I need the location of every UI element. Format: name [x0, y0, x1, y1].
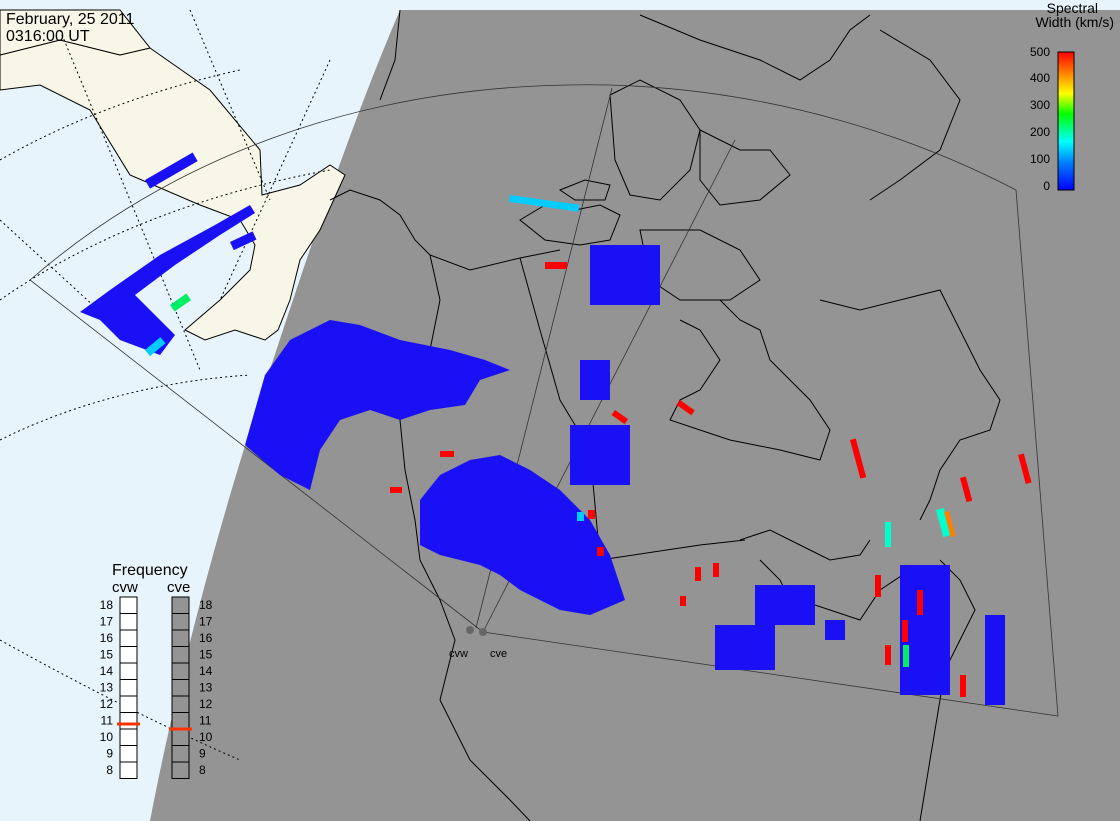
frequency-cell: [119, 745, 138, 763]
frequency-tick-label: 14: [100, 664, 114, 678]
scatter-near-range: [420, 455, 625, 615]
colorbar-title-line2: Width (km/s): [1035, 14, 1114, 30]
frequency-tick-label: 12: [199, 697, 213, 711]
frequency-cell: [119, 728, 138, 746]
frequency-tick-label: 13: [199, 681, 213, 695]
colorbar-tick: 400: [1030, 71, 1050, 85]
scatter-cvw-north: [80, 152, 257, 355]
date-label: February, 25 2011: [6, 11, 134, 28]
frequency-tick-label: 16: [199, 631, 213, 645]
frequency-cell: [119, 695, 138, 713]
sunlit-land-top: [0, 9, 151, 56]
frequency-tick-label: 13: [100, 681, 114, 695]
frequency-cell: [119, 596, 138, 614]
frequency-cell: [119, 712, 138, 730]
frequency-cell: [119, 629, 138, 647]
frequency-tick-label: 9: [199, 747, 206, 761]
colorbar-tick: 0: [1043, 179, 1050, 193]
frequency-cell: [171, 761, 190, 779]
time-label: 0316:00 UT: [6, 28, 90, 45]
scatter-cve-east: [570, 245, 1005, 705]
frequency-tick-label: 18: [199, 598, 213, 612]
night-region: [150, 10, 1120, 821]
frequency-cell: [171, 712, 190, 730]
frequency-scale-cvw: 18 17 16 15 14 13 12 11 10 9 8: [100, 596, 140, 779]
frequency-tick-label: 17: [100, 615, 114, 629]
frequency-cell: [171, 679, 190, 697]
colorbar-tick: 500: [1030, 45, 1050, 59]
frequency-tick-label: 14: [199, 664, 213, 678]
frequency-tick-label: 17: [199, 615, 213, 629]
frequency-tick-label: 15: [199, 648, 213, 662]
frequency-tick-label: 10: [199, 730, 213, 744]
frequency-tick-label: 16: [100, 631, 114, 645]
coastlines: [329, 9, 1001, 821]
frequency-cell: [119, 613, 138, 631]
frequency-cell: [171, 728, 190, 746]
frequency-cell: [171, 695, 190, 713]
colorbar: Spectral Width (km/s) 500 400 300 200 10…: [1030, 0, 1114, 193]
frequency-tick-label: 11: [199, 714, 212, 728]
frequency-panel: Frequency cvw cve 18 17 16 15 14 13 12 11 10 9 8 1…: [100, 562, 213, 779]
frequency-cell: [171, 662, 190, 680]
frequency-tick-label: 12: [100, 697, 114, 711]
frequency-tick-label: 10: [100, 730, 114, 744]
frequency-tick-label: 8: [106, 763, 113, 777]
frequency-title: Frequency: [112, 562, 188, 579]
scatter-high-width: [145, 195, 1032, 697]
colorbar-tick: 300: [1030, 98, 1050, 112]
sunlit-land: [0, 39, 346, 341]
frequency-tick-label: 9: [106, 747, 113, 761]
frequency-tick-label: 15: [100, 648, 114, 662]
frequency-cell: [171, 596, 190, 614]
frequency-cell: [171, 745, 190, 763]
radar-label-cve: cve: [490, 648, 507, 660]
colorbar-tick: 200: [1030, 125, 1050, 139]
frequency-tick-label: 8: [199, 763, 206, 777]
frequency-cell: [171, 613, 190, 631]
radar-site-cve: [479, 628, 487, 636]
frequency-tick-label: 11: [101, 714, 114, 728]
radar-site-cvw: [466, 626, 474, 634]
frequency-cvw-label: cvw: [112, 579, 138, 596]
scatter-cvw-yukon: [245, 320, 510, 490]
frequency-cell: [119, 679, 138, 697]
frequency-cell: [119, 662, 138, 680]
colorbar-title-line1: Spectral: [1047, 0, 1098, 16]
frequency-cve-label: cve: [167, 579, 190, 596]
frequency-cell: [171, 629, 190, 647]
radar-label-cvw: cvw: [449, 648, 468, 660]
colorbar-tick: 100: [1030, 152, 1050, 166]
frequency-tick-label: 18: [100, 598, 114, 612]
frequency-cell: [171, 646, 190, 664]
frequency-scale-cve: 18 17 16 15 14 13 12 11 10 9 8: [169, 596, 213, 779]
colorbar-gradient: [1057, 51, 1075, 191]
frequency-cell: [119, 761, 138, 779]
frequency-cell: [119, 646, 138, 664]
